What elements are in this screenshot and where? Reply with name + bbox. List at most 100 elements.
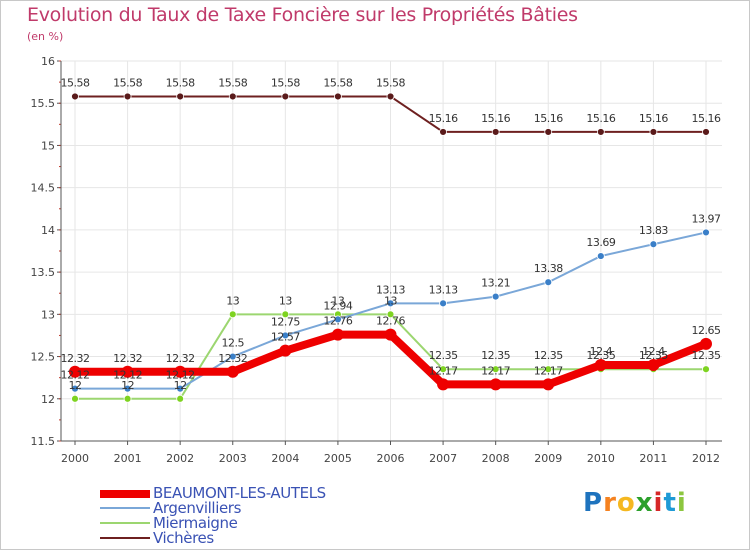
data-point: [596, 252, 605, 260]
data-point: [544, 128, 553, 136]
legend-label-miermaigne: Miermaigne: [153, 514, 238, 532]
brand-letter: P: [583, 488, 604, 518]
data-point: [491, 365, 500, 374]
y-tick-label: 12.5: [31, 351, 56, 364]
data-point: [176, 394, 185, 403]
legend-label-argenvilliers: Argenvilliers: [153, 499, 241, 517]
data-point: [702, 365, 710, 374]
brand-letter: o: [616, 488, 636, 518]
data-label: 12.17: [481, 364, 510, 377]
y-tick-label: 14.5: [31, 182, 56, 195]
legend-swatch-argenvilliers: [100, 507, 150, 509]
data-point: [491, 128, 500, 136]
y-tick-label: 15: [41, 139, 55, 152]
data-label: 12.12: [113, 369, 142, 382]
data-point: [71, 394, 79, 403]
x-tick-label: 2005: [324, 452, 352, 465]
data-point: [649, 128, 658, 136]
data-point: [489, 378, 502, 391]
data-label: 15.58: [166, 76, 195, 89]
chart-title: Evolution du Taux de Taxe Foncière sur l…: [27, 4, 578, 26]
legend-swatch-miermaigne: [100, 522, 150, 524]
brand-letter: i: [653, 488, 664, 518]
data-label: 13.13: [429, 283, 458, 296]
data-label: 12.76: [323, 315, 352, 328]
data-label: 15.16: [692, 112, 721, 125]
data-label: 12.5: [222, 337, 245, 350]
data-point: [439, 365, 447, 374]
x-tick-label: 2000: [61, 452, 89, 465]
data-point: [228, 92, 237, 101]
data-label: 12.35: [534, 349, 563, 362]
data-label: 15.58: [376, 76, 405, 89]
data-point: [281, 92, 290, 101]
data-label: 12.32: [113, 352, 142, 365]
data-label: 15.58: [61, 76, 90, 89]
data-label: 12.35: [481, 349, 510, 362]
data-point: [228, 352, 237, 361]
data-point: [702, 128, 710, 136]
data-point: [386, 92, 395, 101]
data-point: [596, 128, 605, 136]
data-label: 13: [279, 294, 292, 307]
data-label: 15.58: [113, 76, 142, 89]
data-label: 15.16: [481, 112, 510, 125]
data-point: [437, 378, 450, 391]
data-point: [331, 328, 344, 341]
data-label: 12: [69, 379, 82, 392]
line-chart: 11.5 12 12.5 13 13.5 14 14.5 15 15.5 16 2000 2001 20…: [31, 55, 722, 465]
data-label: 13.69: [586, 236, 615, 249]
data-label: 15.58: [271, 76, 300, 89]
data-point: [334, 315, 342, 324]
data-label: 12.32: [218, 352, 247, 365]
x-tick-label: 2004: [271, 452, 299, 465]
y-tick-label: 13: [41, 308, 55, 321]
data-label: 13: [226, 294, 239, 307]
legend-swatch-beaumont: [100, 490, 150, 498]
data-point: [334, 92, 342, 101]
y-tick-label: 14: [41, 224, 55, 237]
data-point: [123, 384, 132, 393]
data-point: [544, 278, 553, 287]
data-label: 12.32: [166, 352, 195, 365]
data-label: 12.76: [376, 315, 405, 328]
x-tick-label: 2002: [166, 452, 194, 465]
brand-logo: Proxiti: [583, 488, 687, 518]
data-point: [594, 359, 607, 371]
data-label: 12.35: [692, 349, 721, 362]
x-tick-label: 2003: [219, 452, 247, 465]
data-label: 12.35: [586, 349, 615, 362]
data-point: [702, 228, 710, 237]
data-label: 12: [121, 379, 134, 392]
data-label: 12.65: [692, 324, 721, 337]
data-label: 12.35: [429, 349, 458, 362]
data-point: [228, 310, 237, 319]
data-label: 12.12: [166, 369, 195, 382]
y-tick-label: 11.5: [31, 435, 56, 448]
legend-label-beaumont: BEAUMONT-LES-AUTELS: [153, 484, 326, 502]
data-point: [386, 310, 395, 319]
data-point: [491, 292, 500, 301]
data-label: 15.16: [534, 112, 563, 125]
data-point: [281, 310, 290, 319]
data-point: [279, 344, 292, 357]
data-label: 15.16: [429, 112, 458, 125]
data-point: [123, 394, 132, 403]
data-label: 12: [174, 379, 187, 392]
data-label: 15.58: [323, 76, 352, 89]
data-point: [542, 378, 555, 391]
data-point: [384, 328, 397, 341]
brand-letter: t: [663, 488, 677, 518]
x-tick-label: 2009: [534, 452, 562, 465]
data-point: [121, 365, 134, 378]
data-point: [647, 359, 660, 371]
data-label: 13: [331, 294, 344, 307]
x-tick-label: 2008: [482, 452, 510, 465]
data-point: [649, 240, 658, 249]
data-point: [71, 384, 79, 393]
axis-layer: 11.5 12 12.5 13 13.5 14 14.5 15 15.5 16 2000 2001 20…: [31, 55, 722, 465]
data-label: 12.75: [271, 315, 300, 328]
data-label: 13.83: [639, 224, 668, 237]
data-label: 15.16: [586, 112, 615, 125]
data-label: 12.12: [61, 369, 90, 382]
